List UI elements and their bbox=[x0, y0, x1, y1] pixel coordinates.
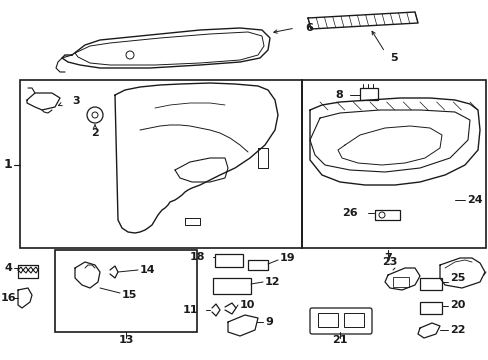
Text: 8: 8 bbox=[335, 90, 342, 100]
Text: 11: 11 bbox=[182, 305, 198, 315]
Text: 3: 3 bbox=[72, 96, 80, 106]
Text: 19: 19 bbox=[280, 253, 295, 263]
Bar bbox=[213, 278, 250, 294]
Bar bbox=[374, 210, 399, 220]
Text: 10: 10 bbox=[240, 300, 255, 310]
Text: 16: 16 bbox=[0, 293, 16, 303]
Text: 5: 5 bbox=[389, 53, 397, 63]
Text: 20: 20 bbox=[449, 300, 465, 310]
Text: 7: 7 bbox=[384, 253, 391, 263]
Text: 23: 23 bbox=[382, 257, 397, 267]
Text: 22: 22 bbox=[449, 325, 465, 335]
Bar bbox=[247, 260, 267, 270]
Bar bbox=[359, 88, 377, 100]
Text: 12: 12 bbox=[264, 277, 280, 287]
Text: 18: 18 bbox=[189, 252, 204, 262]
Bar bbox=[392, 277, 408, 287]
Text: 26: 26 bbox=[342, 208, 357, 218]
Bar bbox=[343, 313, 363, 327]
Text: 2: 2 bbox=[91, 128, 99, 138]
Text: 21: 21 bbox=[331, 335, 347, 345]
Bar bbox=[419, 278, 441, 290]
Bar bbox=[55, 250, 197, 332]
Bar bbox=[317, 313, 337, 327]
Text: 14: 14 bbox=[140, 265, 155, 275]
Bar bbox=[215, 254, 243, 267]
Text: 17: 17 bbox=[486, 265, 488, 275]
Text: 6: 6 bbox=[305, 23, 312, 33]
Text: 4: 4 bbox=[4, 263, 12, 273]
Bar bbox=[302, 80, 485, 248]
Text: 25: 25 bbox=[449, 273, 465, 283]
Text: 1: 1 bbox=[3, 158, 12, 171]
Bar bbox=[419, 302, 441, 314]
Text: 15: 15 bbox=[122, 290, 137, 300]
Text: 13: 13 bbox=[118, 335, 133, 345]
Bar bbox=[20, 80, 302, 248]
Text: 24: 24 bbox=[466, 195, 482, 205]
Text: 9: 9 bbox=[264, 317, 272, 327]
